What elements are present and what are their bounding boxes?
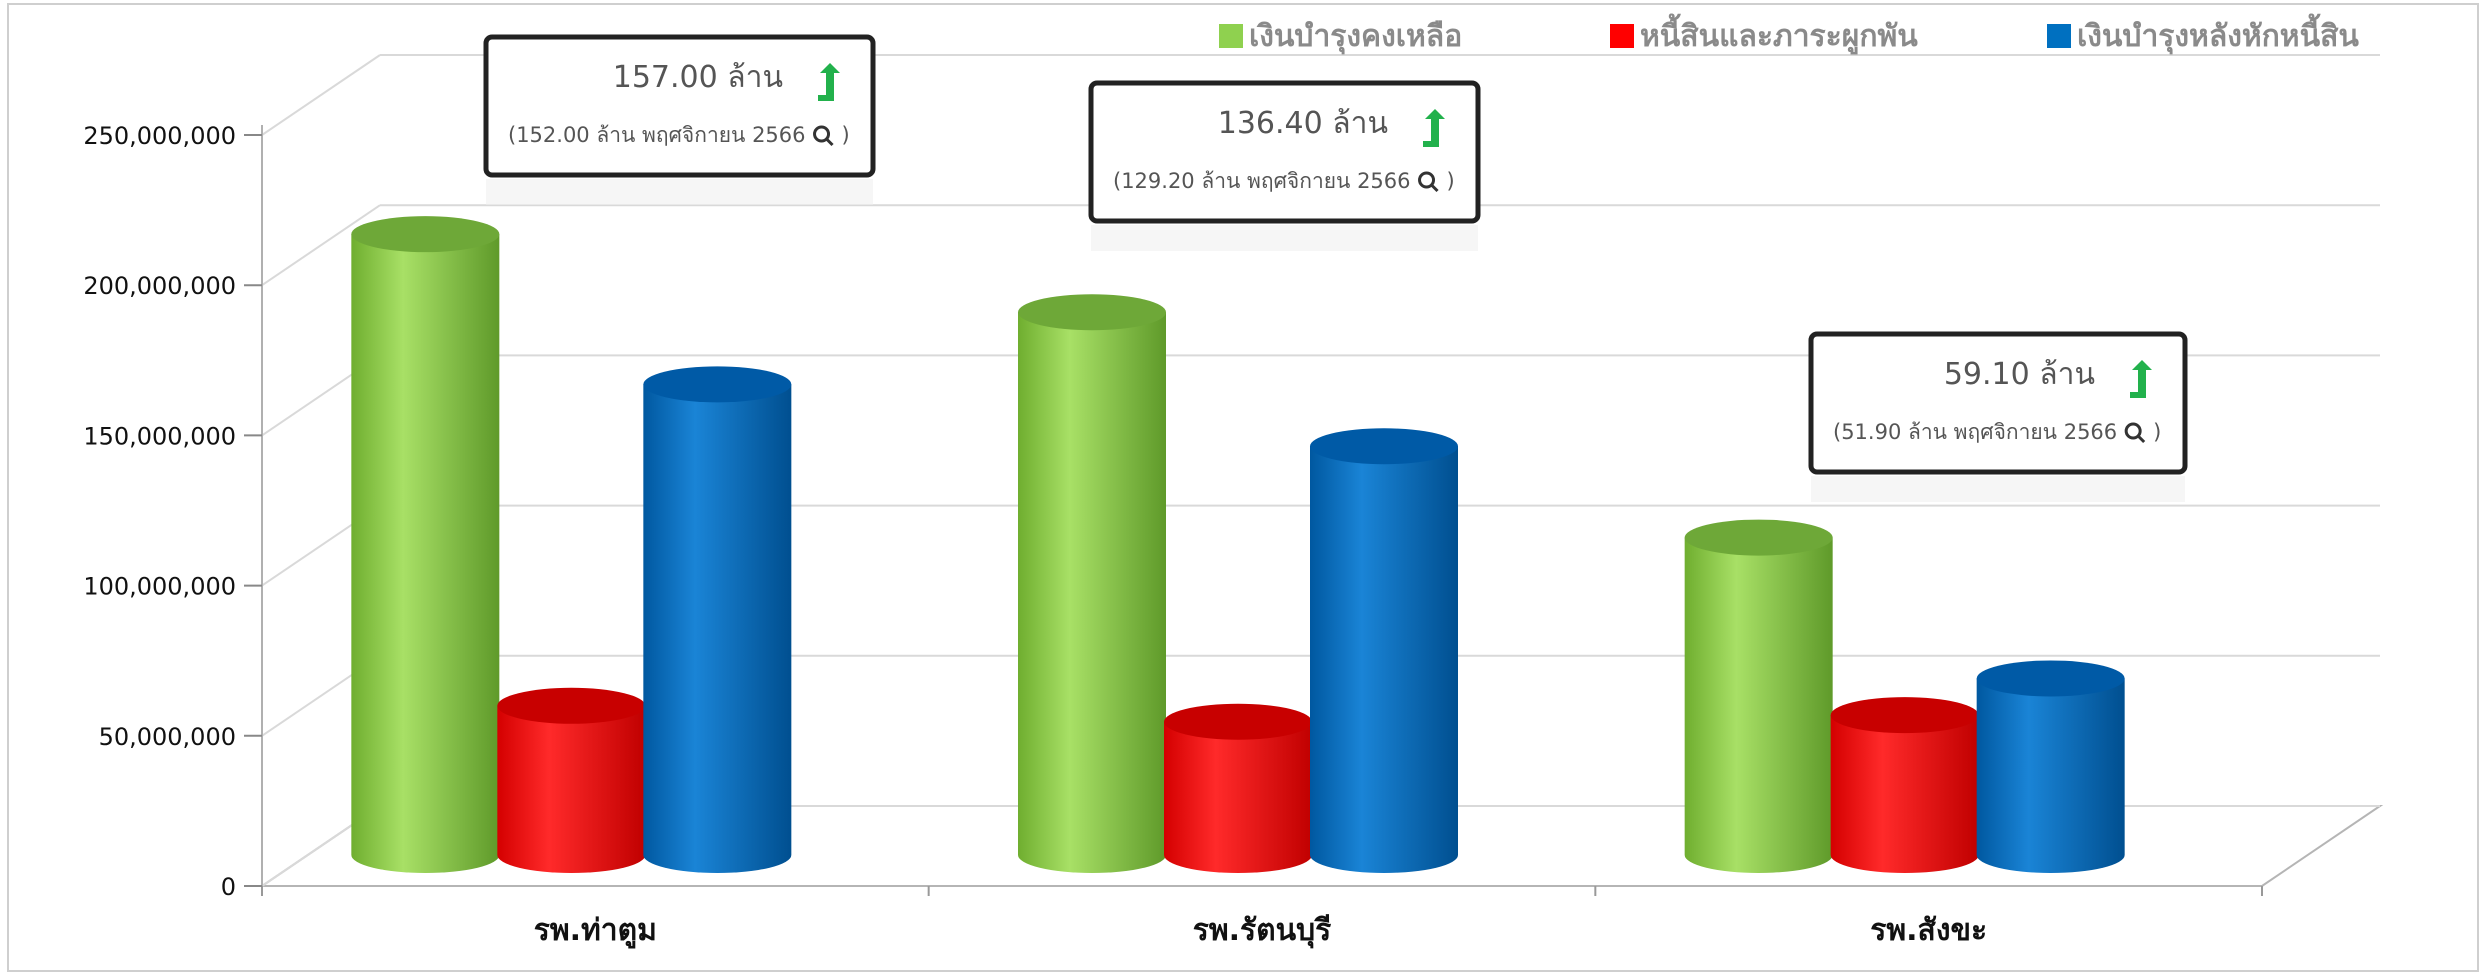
- callout-paren: ): [842, 123, 850, 147]
- bar-top: [1684, 519, 1833, 556]
- callout-shadow: [1811, 476, 2185, 502]
- y-tick-label: 250,000,000: [83, 122, 236, 150]
- y-tick-label: 50,000,000: [99, 723, 236, 751]
- arrow-up-icon: [818, 63, 840, 101]
- callout: 59.10 ล้าน (51.90 ล้าน พฤศจิกายน 2566): [1808, 331, 2188, 502]
- bar-body: [497, 705, 646, 873]
- magnifier-icon-handle: [1430, 183, 1439, 193]
- bar-top: [1310, 428, 1458, 465]
- callout-box: [1808, 331, 2188, 475]
- callout-shadow: [486, 179, 873, 205]
- chart-border: [7, 3, 2479, 972]
- magnifier-icon-handle: [825, 137, 834, 147]
- x-tick-label: รพ.ท่าตูม: [534, 913, 657, 949]
- magnifier-icon-handle: [2137, 434, 2146, 444]
- legend-label: เงินบำรุงคงเหลือ: [1249, 19, 1462, 55]
- callout-paren: ): [2153, 420, 2161, 444]
- bar-body: [1684, 537, 1833, 873]
- callouts: 157.00 ล้าน(152.00 ล้าน พฤศจิกายน 2566) 1…: [483, 34, 2188, 502]
- x-axis-ticks: รพ.ท่าตูม รพ.รัตนบุรี รพ.สังขะ: [534, 913, 1987, 949]
- y-tick-label: 200,000,000: [83, 272, 236, 300]
- bar-top: [1976, 660, 2125, 697]
- bar-body: [351, 234, 500, 873]
- legend-swatch: [1610, 24, 1634, 48]
- callout-value: 157.00 ล้าน: [613, 60, 783, 95]
- bar-top: [351, 216, 500, 253]
- bar-top: [643, 366, 792, 403]
- callout: 157.00 ล้าน (152.00 ล้าน พฤศจิกายน 2566): [483, 34, 876, 205]
- callout-paren: ): [1447, 169, 1455, 193]
- bar-top: [1164, 703, 1312, 740]
- gridline-depth: [261, 204, 381, 287]
- bar: [1164, 703, 1312, 873]
- callout-previous: (152.00 ล้าน พฤศจิกายน 2566: [508, 123, 806, 147]
- bar-body: [643, 384, 792, 873]
- bar-body: [1018, 312, 1166, 873]
- magnifier-icon: [1418, 171, 1436, 189]
- bar: [497, 687, 646, 873]
- x-tick-label: รพ.สังขะ: [1870, 913, 1987, 948]
- arrow-up-icon: [2130, 360, 2152, 398]
- y-tick-label: 100,000,000: [83, 573, 236, 601]
- bar-top: [1830, 697, 1979, 734]
- x-tick-label: รพ.รัตนบุรี: [1193, 913, 1332, 949]
- callout-box: [1088, 80, 1481, 224]
- y-tick-label: 150,000,000: [83, 422, 236, 450]
- legend-swatch: [2047, 24, 2071, 48]
- bar-top: [497, 687, 646, 724]
- bar: [1976, 660, 2125, 873]
- bar: [351, 216, 500, 873]
- bar: [1018, 294, 1166, 873]
- bar: [643, 366, 792, 873]
- magnifier-icon: [813, 125, 831, 143]
- gridline-depth: [261, 54, 381, 136]
- bar-body: [1310, 446, 1458, 873]
- bar-body: [1976, 678, 2125, 873]
- legend-item: หนี้สินและภาระผูกพัน: [1610, 13, 1918, 55]
- legend: เงินบำรุงคงเหลือ หนี้สินและภาระผูกพัน เงิน…: [1219, 13, 2359, 55]
- magnifier-icon: [2124, 422, 2142, 440]
- legend-item: เงินบำรุงหลังหักหนี้สิน: [2047, 13, 2359, 55]
- callout-previous: (129.20 ล้าน พฤศจิกายน 2566: [1113, 169, 1411, 193]
- bar-body: [1164, 721, 1312, 873]
- legend-item: เงินบำรุงคงเหลือ: [1219, 19, 1462, 55]
- callout-value: 59.10 ล้าน: [1944, 357, 2095, 392]
- callout: 136.40 ล้าน (129.20 ล้าน พฤศจิกายน 2566): [1088, 80, 1481, 251]
- bar-top: [1018, 294, 1166, 331]
- callout-value: 136.40 ล้าน: [1218, 106, 1388, 141]
- y-tick-label: 0: [221, 873, 236, 901]
- bar: [1684, 519, 1833, 873]
- bar-series: [351, 216, 2125, 873]
- bar-body: [1830, 715, 1979, 873]
- bar: [1310, 428, 1458, 873]
- legend-label: หนี้สินและภาระผูกพัน: [1640, 13, 1918, 55]
- callout-previous: (51.90 ล้าน พฤศจิกายน 2566: [1833, 420, 2117, 444]
- y-axis-ticks: 0 50,000,000 100,000,000 150,000,000 200,000…: [83, 122, 262, 901]
- legend-label: เงินบำรุงหลังหักหนี้สิน: [2077, 13, 2359, 55]
- arrow-up-icon: [1423, 109, 1445, 147]
- callout-shadow: [1091, 225, 1478, 251]
- bar: [1830, 697, 1979, 873]
- legend-swatch: [1219, 24, 1243, 48]
- callout-box: [483, 34, 876, 178]
